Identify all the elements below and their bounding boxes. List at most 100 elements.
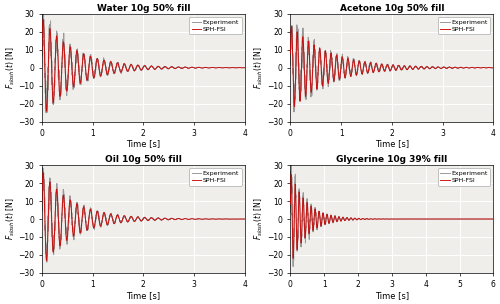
SPH-FSI <box>40 18 46 21</box>
SPH-FSI <box>242 217 248 221</box>
Legend: Experiment, SPH-FSI: Experiment, SPH-FSI <box>438 168 490 186</box>
Legend: Experiment, SPH-FSI: Experiment, SPH-FSI <box>438 17 490 34</box>
SPH-FSI <box>54 199 60 202</box>
Experiment <box>294 23 300 27</box>
SPH-FSI <box>293 50 299 53</box>
Experiment <box>460 66 466 70</box>
Experiment <box>39 62 45 65</box>
Experiment <box>211 66 217 70</box>
SPH-FSI <box>61 47 67 51</box>
Experiment <box>304 84 310 88</box>
SPH-FSI <box>471 217 477 221</box>
SPH-FSI <box>44 109 50 113</box>
X-axis label: Time [s]: Time [s] <box>126 140 160 149</box>
SPH-FSI <box>380 64 386 68</box>
Title: Acetone 10g 50% fill: Acetone 10g 50% fill <box>340 4 444 13</box>
Experiment <box>288 63 294 67</box>
SPH-FSI <box>310 62 316 65</box>
Experiment <box>380 64 386 68</box>
SPH-FSI <box>410 217 416 221</box>
Experiment <box>316 62 322 66</box>
Experiment <box>471 217 477 221</box>
SPH-FSI <box>288 173 294 177</box>
Experiment <box>131 219 137 223</box>
X-axis label: Time [s]: Time [s] <box>375 291 409 300</box>
Line: Experiment: Experiment <box>290 164 494 267</box>
SPH-FSI <box>288 202 294 206</box>
Experiment <box>490 217 496 221</box>
Experiment <box>344 216 350 220</box>
Experiment <box>67 199 73 203</box>
Experiment <box>290 265 296 268</box>
SPH-FSI <box>131 69 137 72</box>
Experiment <box>242 66 248 70</box>
SPH-FSI <box>344 216 350 219</box>
Experiment <box>410 217 416 221</box>
SPH-FSI <box>39 202 45 205</box>
SPH-FSI <box>331 217 337 221</box>
Experiment <box>54 50 60 54</box>
Experiment <box>67 49 73 53</box>
SPH-FSI <box>39 50 45 53</box>
SPH-FSI <box>290 257 296 260</box>
Title: Glycerine 10g 39% fill: Glycerine 10g 39% fill <box>336 155 448 164</box>
Experiment <box>242 217 248 221</box>
Title: Oil 10g 50% fill: Oil 10g 50% fill <box>105 155 182 164</box>
Experiment <box>44 99 51 102</box>
SPH-FSI <box>316 61 322 65</box>
Legend: Experiment, SPH-FSI: Experiment, SPH-FSI <box>189 168 242 186</box>
Experiment <box>291 110 297 114</box>
Line: SPH-FSI: SPH-FSI <box>42 19 245 111</box>
Experiment <box>331 218 337 222</box>
Experiment <box>44 239 51 243</box>
Title: Water 10g 50% fill: Water 10g 50% fill <box>96 4 190 13</box>
Experiment <box>414 217 420 221</box>
SPH-FSI <box>67 46 73 49</box>
Line: SPH-FSI: SPH-FSI <box>290 26 494 106</box>
SPH-FSI <box>54 46 60 50</box>
Y-axis label: $F_{slosh}(t)$ [N]: $F_{slosh}(t)$ [N] <box>253 198 266 240</box>
SPH-FSI <box>211 217 217 221</box>
SPH-FSI <box>460 66 466 70</box>
Experiment <box>39 205 45 208</box>
SPH-FSI <box>304 88 310 92</box>
SPH-FSI <box>131 219 137 223</box>
Experiment <box>490 217 496 221</box>
Experiment <box>293 51 299 54</box>
SPH-FSI <box>490 217 496 221</box>
SPH-FSI <box>288 52 294 56</box>
SPH-FSI <box>490 217 496 221</box>
Line: Experiment: Experiment <box>42 6 245 113</box>
Experiment <box>40 166 46 170</box>
Line: SPH-FSI: SPH-FSI <box>42 173 245 261</box>
Line: Experiment: Experiment <box>290 25 494 112</box>
SPH-FSI <box>288 24 294 28</box>
SPH-FSI <box>40 171 46 174</box>
Experiment <box>61 48 67 52</box>
SPH-FSI <box>490 66 496 70</box>
SPH-FSI <box>414 217 420 221</box>
Legend: Experiment, SPH-FSI: Experiment, SPH-FSI <box>189 17 242 34</box>
Y-axis label: $F_{slosh}(t)$ [N]: $F_{slosh}(t)$ [N] <box>253 47 266 89</box>
X-axis label: Time [s]: Time [s] <box>375 140 409 149</box>
Experiment <box>131 67 137 71</box>
Experiment <box>310 54 316 57</box>
Experiment <box>61 200 67 204</box>
X-axis label: Time [s]: Time [s] <box>126 291 160 300</box>
Experiment <box>40 4 46 8</box>
Y-axis label: $F_{slosh}(t)$ [N]: $F_{slosh}(t)$ [N] <box>4 198 16 240</box>
SPH-FSI <box>44 240 51 244</box>
Experiment <box>54 194 60 198</box>
Experiment <box>211 217 217 221</box>
Experiment <box>288 211 294 214</box>
SPH-FSI <box>61 200 67 203</box>
Y-axis label: $F_{slosh}(t)$ [N]: $F_{slosh}(t)$ [N] <box>4 47 16 89</box>
Experiment <box>288 162 294 166</box>
SPH-FSI <box>67 199 73 202</box>
SPH-FSI <box>44 259 50 262</box>
Line: Experiment: Experiment <box>42 168 245 262</box>
SPH-FSI <box>292 105 298 108</box>
Experiment <box>490 66 496 70</box>
Experiment <box>44 111 50 115</box>
SPH-FSI <box>44 90 51 94</box>
